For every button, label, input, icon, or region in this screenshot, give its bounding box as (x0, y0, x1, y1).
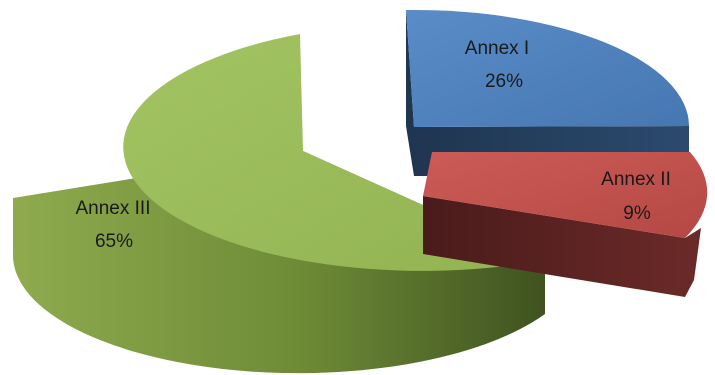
pie-slice-top-annex-i (406, 9, 689, 127)
pie-slice-annex-ii (423, 152, 708, 297)
slice-label-annex-ii: Annex II (601, 169, 671, 190)
slice-label-annex-i: Annex I (465, 38, 529, 59)
pie-slice-annex-iii (12, 34, 546, 374)
pie-slice-side-annex-i (406, 10, 689, 176)
slice-value-annex-i: 26% (485, 71, 523, 92)
pie-slice-top-annex-ii (423, 152, 708, 238)
pie-slice-top-annex-iii (123, 34, 546, 271)
pie-slice-annex-i (406, 9, 689, 176)
pie-slice-side-annex-ii (423, 196, 701, 297)
slice-value-annex-ii: 9% (623, 203, 651, 224)
slice-label-annex-iii: Annex III (76, 198, 151, 219)
slice-value-annex-iii: 65% (95, 231, 133, 252)
